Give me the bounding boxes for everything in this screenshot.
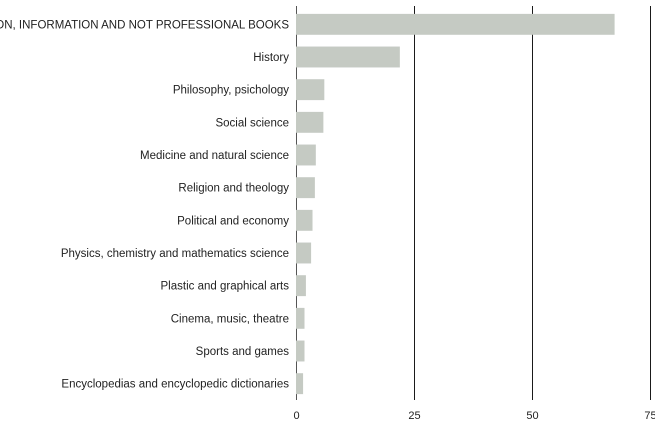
bar xyxy=(296,79,325,101)
bar xyxy=(296,373,304,395)
category-label: Encyclopedias and encyclopedic dictionar… xyxy=(61,379,289,391)
category-labels: PUBLICATION, INFORMATION AND NOT PROFESS… xyxy=(0,19,289,390)
x-tick-label: 75 xyxy=(644,410,655,422)
x-tick-label: 0 xyxy=(293,410,299,422)
bars xyxy=(296,13,615,395)
bar xyxy=(296,242,312,264)
bar xyxy=(296,307,305,329)
bar xyxy=(296,275,306,297)
grid-lines xyxy=(296,6,651,400)
bar xyxy=(296,177,315,199)
category-label: Philosophy, psichology xyxy=(173,85,289,97)
category-label: Medicine and natural science xyxy=(140,150,289,162)
category-label: Physics, chemistry and mathematics scien… xyxy=(61,248,289,260)
category-label: Religion and theology xyxy=(178,183,289,195)
category-label: Cinema, music, theatre xyxy=(171,313,289,325)
bar xyxy=(296,209,313,231)
category-label: Plastic and graphical arts xyxy=(161,281,290,293)
x-tick-label: 25 xyxy=(408,410,420,422)
category-label: Political and economy xyxy=(177,215,289,227)
bar xyxy=(296,111,324,133)
bar xyxy=(296,13,615,35)
x-tick-labels: 0 25 50 75 xyxy=(293,410,655,422)
category-label: Sports and games xyxy=(196,346,290,358)
category-label: PUBLICATION, INFORMATION AND NOT PROFESS… xyxy=(0,19,289,31)
bar xyxy=(296,340,305,362)
bar xyxy=(296,144,316,166)
bar xyxy=(296,46,400,68)
x-tick-label: 50 xyxy=(526,410,538,422)
category-label: History xyxy=(253,52,289,64)
category-label: Social science xyxy=(215,117,289,129)
